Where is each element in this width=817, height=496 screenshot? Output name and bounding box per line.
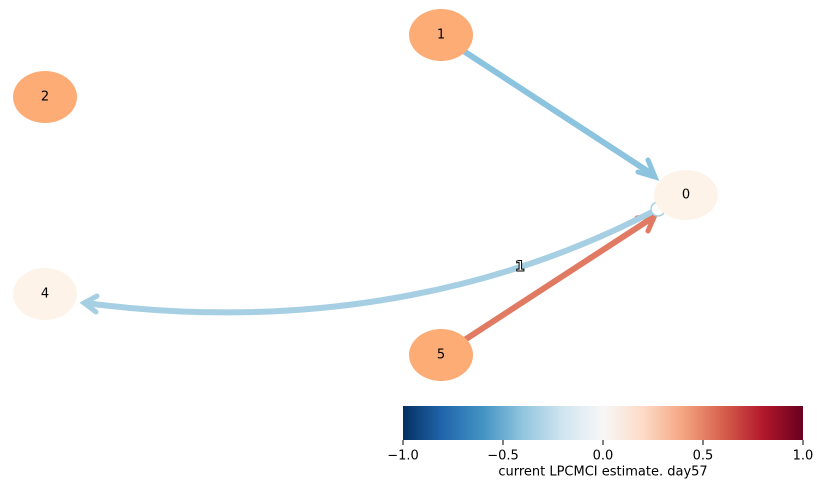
colorbar-tick-label: −0.5 <box>487 449 519 464</box>
colorbar-tick-label: 0.0 <box>593 449 614 464</box>
edge <box>459 47 655 177</box>
colorbar-tick-label: −1.0 <box>387 449 419 464</box>
colorbar-tick-label: 1.0 <box>793 449 814 464</box>
node-label: 4 <box>41 287 49 302</box>
node-label: 1 <box>437 28 445 43</box>
edges <box>79 47 666 344</box>
node <box>13 71 77 123</box>
edge <box>460 215 655 344</box>
colorbar <box>403 406 803 440</box>
colorbar-tick-label: 0.5 <box>693 449 714 464</box>
edge <box>82 210 653 316</box>
node <box>409 9 473 61</box>
node <box>654 170 718 220</box>
arrowhead <box>635 157 660 181</box>
colorbar-label: current LPCMCI estimate. day57 <box>498 465 707 480</box>
node-label: 0 <box>682 188 690 203</box>
arrowhead <box>79 293 100 315</box>
node-label: 5 <box>437 348 445 363</box>
edge-label: 1 <box>515 259 525 275</box>
node-label: 2 <box>41 90 49 105</box>
node <box>409 329 473 381</box>
node <box>13 268 77 320</box>
nodes: 0 1 2 4 5 <box>13 9 718 381</box>
